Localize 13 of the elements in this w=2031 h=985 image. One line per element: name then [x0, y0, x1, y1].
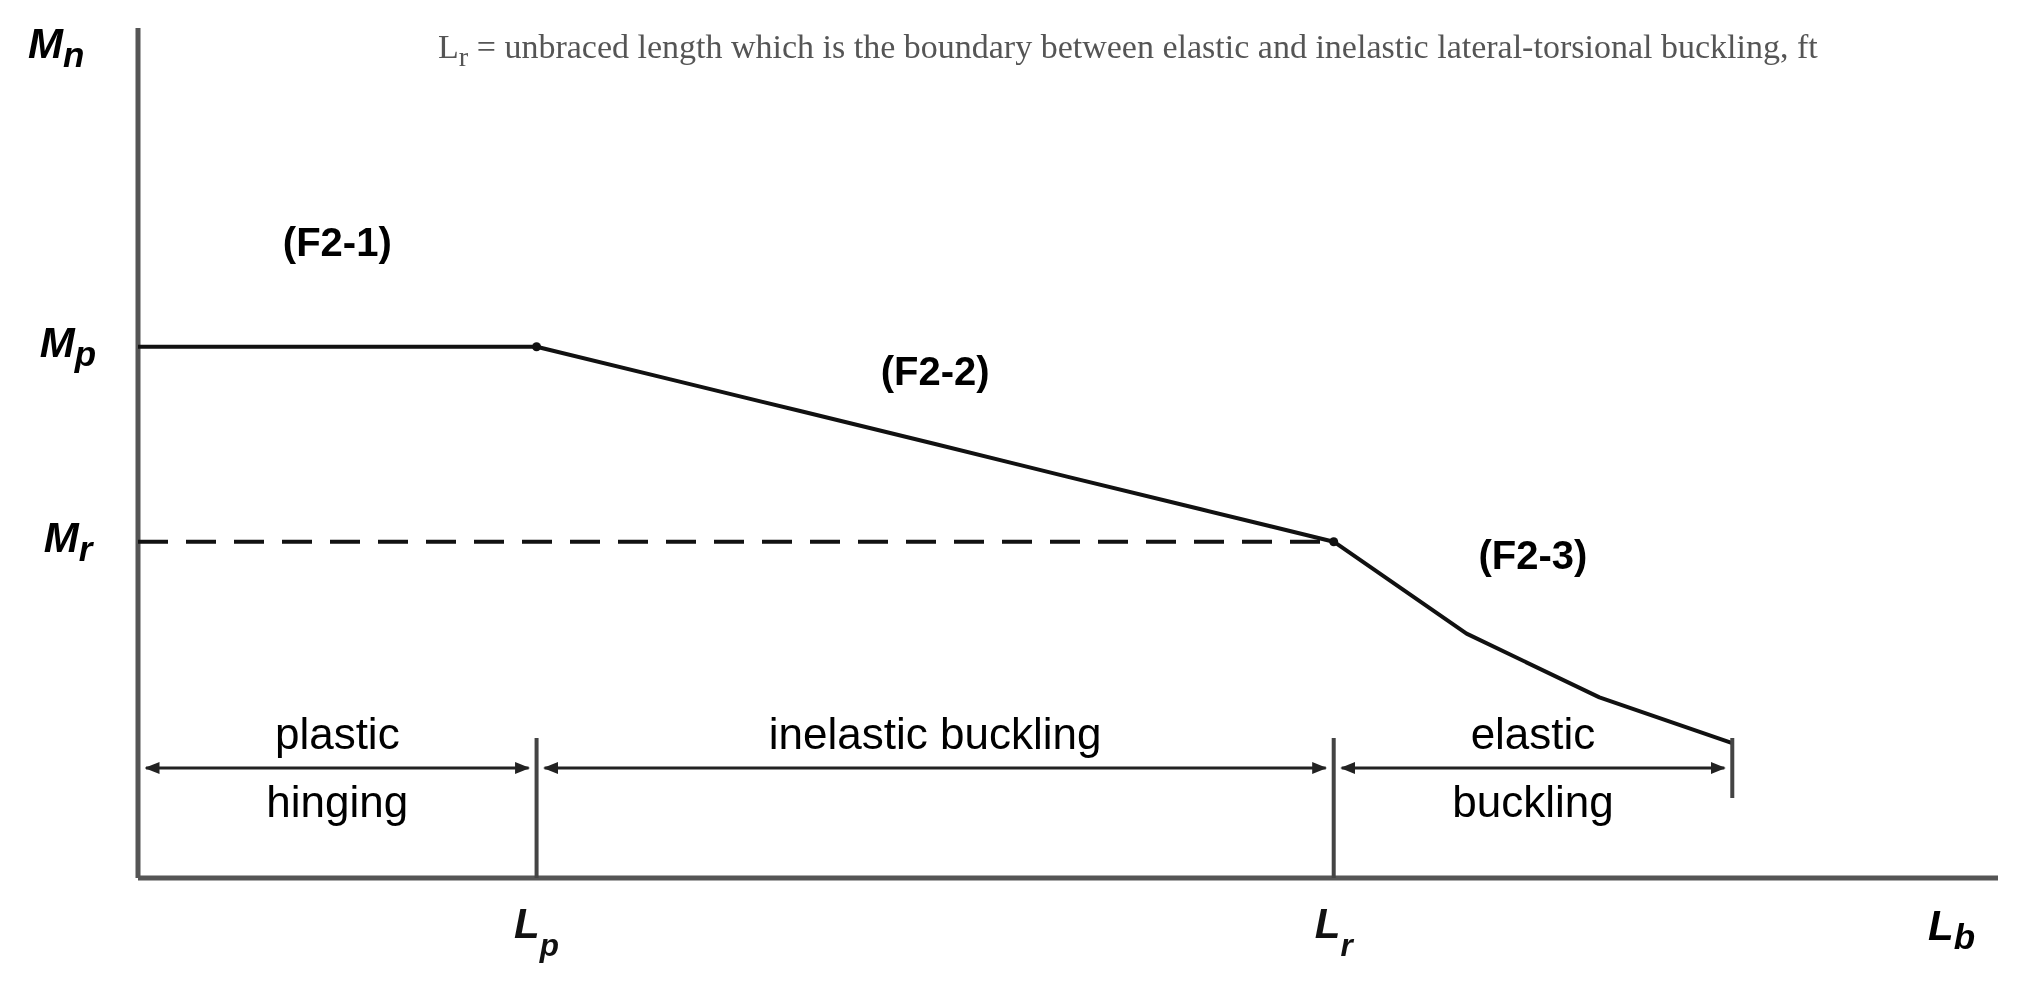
text: (F2-1): [281, 219, 393, 265]
text: M$_{r}$: [42, 513, 95, 570]
text: L$_{r}$ = unbraced length which is the boundary between elastic and inelastic lateral-torsional buckling, ft: [438, 28, 1819, 73]
annotation: inelastic buckling: [767, 709, 1103, 758]
text: M$_{n}$: [28, 20, 85, 76]
annotation: plastic hinging: [265, 709, 410, 826]
x-tick-label: L$_{r}$: [1314, 900, 1355, 963]
annotation: elastic buckling: [1451, 709, 1615, 826]
text: M$_{p}$: [38, 318, 98, 375]
annotation: (F2-2): [879, 348, 991, 394]
x-axis-title: L$_{b}$: [1928, 902, 1976, 958]
x-tick-label: L$_{p}$: [514, 900, 560, 963]
annotation: (F2-3): [1477, 533, 1589, 579]
